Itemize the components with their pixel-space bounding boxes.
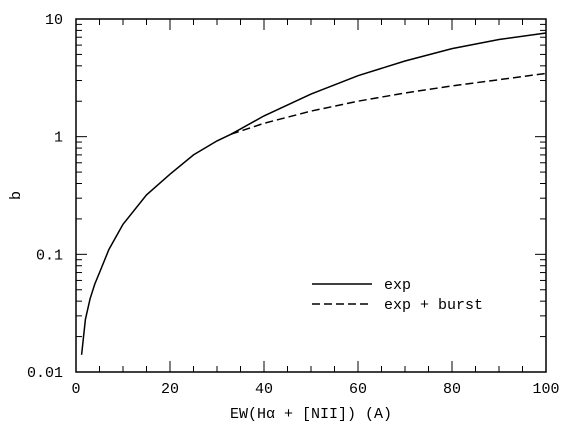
x-tick-label: 0 — [71, 381, 80, 398]
series-layer — [80, 32, 547, 355]
y-tick-labels: 0.01 0.1 1 10 — [27, 12, 63, 382]
x-tick-label: 100 — [532, 381, 559, 398]
y-tick-label: 10 — [45, 12, 63, 29]
y-axis-label: b — [8, 191, 25, 200]
plot-frame — [75, 18, 547, 373]
series-line-exp-burst — [230, 72, 547, 135]
x-tick-label: 60 — [349, 381, 367, 398]
legend-label: exp — [384, 277, 411, 294]
x-tick-label: 40 — [255, 381, 273, 398]
y-tick-label: 0.01 — [27, 365, 63, 382]
x-tick-labels: 0 20 40 60 80 100 — [71, 381, 559, 398]
legend-label: exp + burst — [384, 297, 483, 314]
legend: exp exp + burst — [312, 277, 483, 314]
y-tick-label: 1 — [54, 130, 63, 147]
x-tick-label: 80 — [443, 381, 461, 398]
y-tick-label: 0.1 — [36, 247, 63, 264]
x-axis-label: EW(Hα + [NII]) (A) — [230, 406, 392, 423]
x-tick-label: 20 — [161, 381, 179, 398]
axis-ticks — [75, 18, 547, 373]
series-line-exp — [80, 32, 547, 355]
